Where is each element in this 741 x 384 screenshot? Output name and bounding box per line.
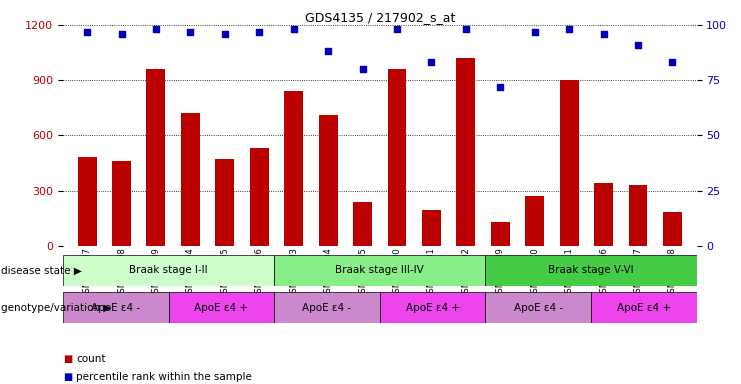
Point bbox=[425, 60, 437, 66]
Title: GDS4135 / 217902_s_at: GDS4135 / 217902_s_at bbox=[305, 11, 455, 24]
Bar bbox=[63, 255, 274, 286]
Text: ■: ■ bbox=[63, 372, 72, 382]
Point bbox=[563, 26, 575, 33]
Bar bbox=[169, 292, 274, 323]
Text: Braak stage V-VI: Braak stage V-VI bbox=[548, 265, 634, 275]
Text: ApoE ε4 +: ApoE ε4 + bbox=[194, 303, 248, 313]
Bar bbox=[112, 161, 131, 246]
Text: Braak stage III-IV: Braak stage III-IV bbox=[336, 265, 424, 275]
Point bbox=[116, 31, 127, 37]
Bar bbox=[594, 183, 613, 246]
Bar bbox=[353, 202, 372, 246]
Bar bbox=[491, 222, 510, 246]
Bar bbox=[319, 115, 338, 246]
Point bbox=[460, 26, 472, 33]
Bar bbox=[591, 292, 697, 323]
Bar bbox=[379, 292, 485, 323]
Point bbox=[219, 31, 230, 37]
Text: ApoE ε4 +: ApoE ε4 + bbox=[405, 303, 459, 313]
Bar bbox=[628, 185, 648, 246]
Point bbox=[666, 60, 678, 66]
Bar bbox=[147, 69, 165, 246]
Text: percentile rank within the sample: percentile rank within the sample bbox=[76, 372, 252, 382]
Bar bbox=[456, 58, 475, 246]
Bar bbox=[559, 80, 579, 246]
Bar bbox=[285, 91, 303, 246]
Point bbox=[632, 42, 644, 48]
Point bbox=[529, 28, 541, 35]
Text: ApoE ε4 -: ApoE ε4 - bbox=[302, 303, 351, 313]
Point bbox=[150, 26, 162, 33]
Text: disease state ▶: disease state ▶ bbox=[1, 265, 82, 275]
Point bbox=[253, 28, 265, 35]
Point bbox=[494, 84, 506, 90]
Text: genotype/variation ▶: genotype/variation ▶ bbox=[1, 303, 112, 313]
Text: ■: ■ bbox=[63, 354, 72, 364]
Text: ApoE ε4 -: ApoE ε4 - bbox=[91, 303, 140, 313]
Text: Braak stage I-II: Braak stage I-II bbox=[129, 265, 208, 275]
Bar bbox=[216, 159, 234, 246]
Bar bbox=[63, 292, 169, 323]
Point bbox=[82, 28, 93, 35]
Bar bbox=[525, 196, 544, 246]
Bar bbox=[485, 292, 591, 323]
Bar bbox=[663, 212, 682, 246]
Text: ApoE ε4 +: ApoE ε4 + bbox=[617, 303, 671, 313]
Point bbox=[598, 31, 610, 37]
Bar bbox=[181, 113, 200, 246]
Bar bbox=[78, 157, 96, 246]
Text: count: count bbox=[76, 354, 106, 364]
Bar bbox=[274, 292, 380, 323]
Point bbox=[288, 26, 299, 33]
Point bbox=[391, 26, 403, 33]
Bar bbox=[250, 148, 269, 246]
Point bbox=[185, 28, 196, 35]
Bar bbox=[274, 255, 485, 286]
Bar bbox=[422, 210, 441, 246]
Bar bbox=[485, 255, 697, 286]
Point bbox=[356, 66, 368, 72]
Point bbox=[322, 48, 334, 55]
Text: ApoE ε4 -: ApoE ε4 - bbox=[514, 303, 562, 313]
Bar bbox=[388, 69, 407, 246]
